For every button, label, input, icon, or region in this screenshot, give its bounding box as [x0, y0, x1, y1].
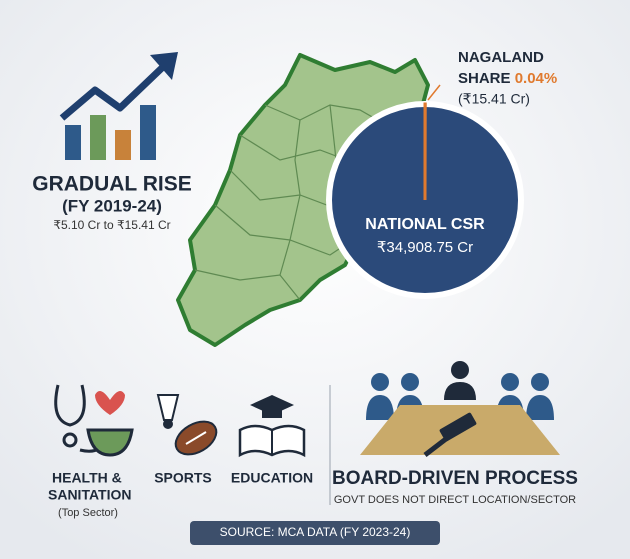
footer: SOURCE: MCA DATA (FY 2023-24): [220, 525, 411, 539]
process-subtitle: GOVT DOES NOT DIRECT LOCATION/SECTOR: [334, 494, 576, 506]
callout-line: [427, 84, 441, 101]
national-amount: ₹34,908.75 Cr: [377, 239, 473, 256]
sector-line: HEALTH &: [52, 470, 122, 486]
growth-icon: [59, 52, 178, 160]
health-icon: [54, 384, 134, 457]
sector-line: SPORTS: [154, 470, 212, 486]
left-range: ₹5.10 Cr to ₹15.41 Cr: [53, 218, 170, 232]
left-period: (FY 2019-24): [62, 196, 162, 215]
callout-amount: (₹15.41 Cr): [458, 91, 530, 107]
national-label: NATIONAL CSR: [365, 216, 485, 233]
sports-icon: [156, 394, 218, 456]
process-title: BOARD-DRIVEN PROCESS: [332, 468, 578, 489]
sector-line: SANITATION: [48, 487, 131, 503]
share-label: 0.04%: [515, 70, 558, 87]
board-icon: [360, 361, 560, 457]
callout-line1: NAGALAND: [458, 49, 544, 66]
callout-share: SHARE 0.04%: [458, 70, 557, 87]
sector-note: (Top Sector): [58, 507, 118, 519]
sector-line: EDUCATION: [231, 470, 313, 486]
left-title: GRADUAL RISE: [32, 173, 191, 196]
footer-bar: [190, 521, 440, 545]
callout-line2: SHARE: [458, 70, 511, 87]
education-icon: [238, 395, 306, 458]
